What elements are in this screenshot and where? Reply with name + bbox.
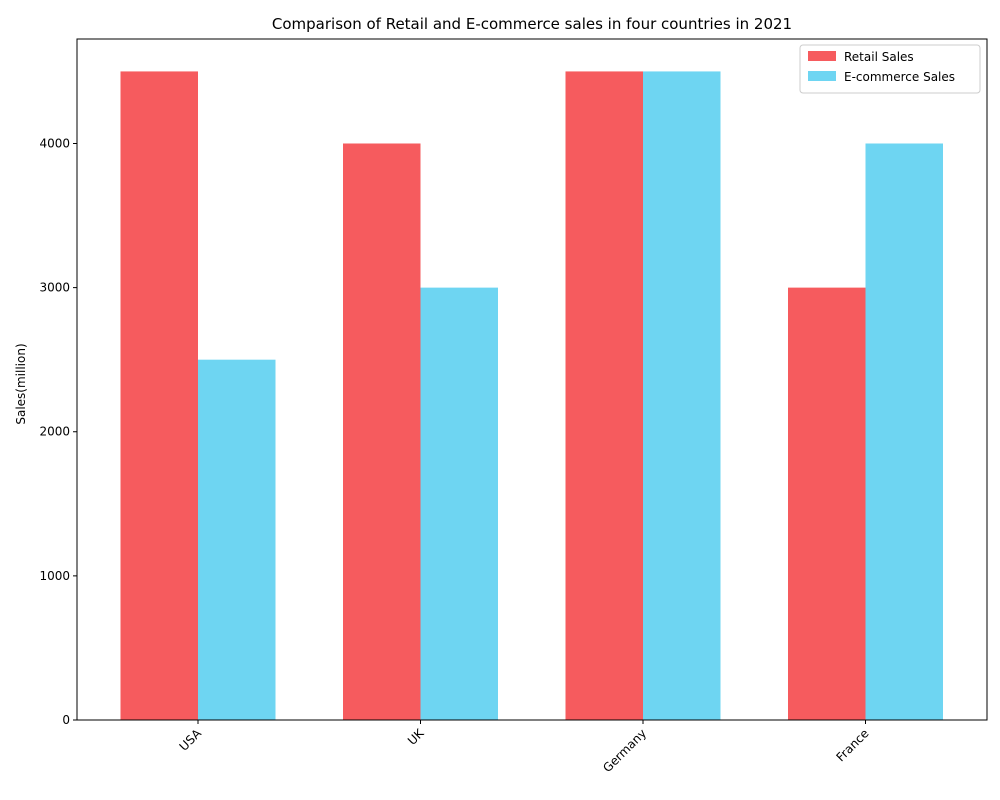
chart-title: Comparison of Retail and E-commerce sale… (272, 15, 792, 33)
legend-swatch-retail-sales (808, 51, 836, 61)
x-axis-ticks: USA UK Germany France (177, 720, 872, 775)
bar-e-commerce-sales-france (865, 143, 943, 720)
plot-frame (76, 38, 988, 721)
x-tick-label-usa: USA (177, 726, 205, 754)
y-tick-label: 2000 (39, 425, 70, 439)
y-tick-label: 4000 (39, 136, 70, 150)
bar-e-commerce-sales-usa (198, 359, 276, 720)
y-axis-label: Sales(million) (14, 343, 28, 424)
x-tick-label-france: France (834, 726, 872, 764)
bars-group (120, 71, 943, 720)
x-tick-label-uk: UK (405, 725, 427, 747)
legend-label-e-commerce-sales: E-commerce Sales (844, 70, 955, 84)
legend-label-retail-sales: Retail Sales (844, 50, 914, 64)
legend: Retail Sales E-commerce Sales (799, 44, 981, 94)
legend-swatch-e-commerce-sales (808, 71, 836, 81)
x-tick-label-germany: Germany (600, 726, 649, 775)
bar-retail-sales-france (788, 287, 866, 720)
legend-frame (799, 44, 981, 94)
bar-retail-sales-usa (120, 71, 198, 720)
bar-e-commerce-sales-uk (420, 287, 498, 720)
bar-retail-sales-germany (565, 71, 643, 720)
y-tick-label: 3000 (39, 281, 70, 295)
y-tick-label: 1000 (39, 569, 70, 583)
bar-retail-sales-uk (343, 143, 421, 720)
y-tick-label: 0 (62, 713, 70, 727)
bar-e-commerce-sales-germany (643, 71, 721, 720)
y-axis-ticks: 0 1000 2000 3000 4000 (39, 136, 77, 727)
